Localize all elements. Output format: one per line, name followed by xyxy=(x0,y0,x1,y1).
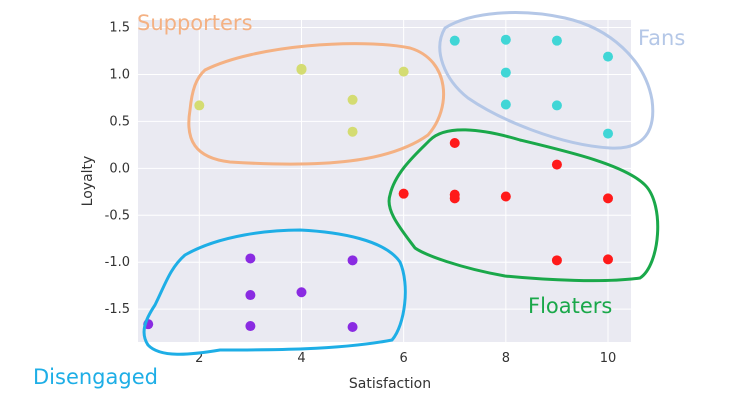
disengaged-outline xyxy=(142,228,407,356)
fans-point xyxy=(500,99,511,110)
disengaged-point xyxy=(245,321,256,332)
fans-point xyxy=(449,35,460,46)
floaters-outline xyxy=(387,128,660,283)
y-tick-label: 1.5 xyxy=(109,21,130,36)
y-tick-label: 0.5 xyxy=(109,114,130,129)
y-tick-labels: -1.5 -1.0 -0.5 0.0 0.5 1.0 1.5 xyxy=(105,21,130,318)
disengaged-point xyxy=(296,287,307,298)
y-axis-title: Loyalty xyxy=(80,156,96,207)
plot-background xyxy=(138,20,631,342)
floaters-point xyxy=(449,193,460,204)
fans-outline xyxy=(438,11,655,150)
supporters-outline xyxy=(187,42,446,166)
disengaged-point xyxy=(347,321,358,332)
supporters-point xyxy=(347,126,358,137)
y-tick-label: -0.5 xyxy=(105,208,130,223)
fans-point xyxy=(551,100,562,111)
floaters-point xyxy=(603,193,614,204)
supporters-point xyxy=(398,66,409,77)
x-tick-labels: 2 4 6 8 10 xyxy=(195,351,616,366)
y-tick-label: 1.0 xyxy=(109,67,130,82)
supporters-point xyxy=(296,63,307,74)
fans-point xyxy=(551,35,562,46)
y-tick-label: -1.0 xyxy=(105,255,130,270)
floaters-point xyxy=(603,254,614,265)
floaters-point xyxy=(551,159,562,170)
floaters-point xyxy=(398,188,409,199)
x-tick-label: 4 xyxy=(297,351,305,366)
disengaged-label: Disengaged xyxy=(33,365,158,389)
x-tick-label: 8 xyxy=(502,351,510,366)
disengaged-point xyxy=(245,290,256,301)
fans-point xyxy=(500,67,511,78)
disengaged-point xyxy=(245,253,256,264)
floaters-point xyxy=(449,137,460,148)
y-tick-label: 0.0 xyxy=(109,161,130,176)
x-tick-label: 6 xyxy=(400,351,408,366)
supporters-label: Supporters xyxy=(137,11,253,35)
supporters-point xyxy=(347,94,358,105)
data-points xyxy=(143,34,614,332)
supporters-point xyxy=(194,100,205,111)
floaters-point xyxy=(500,191,511,202)
fans-point xyxy=(603,51,614,62)
fans-point xyxy=(500,34,511,45)
x-axis-title: Satisfaction xyxy=(349,376,431,392)
floaters-label: Floaters xyxy=(528,294,612,318)
fans-point xyxy=(603,128,614,139)
disengaged-point xyxy=(347,255,358,266)
x-tick-label: 10 xyxy=(600,351,617,366)
fans-label: Fans xyxy=(638,26,685,50)
x-tick-label: 2 xyxy=(195,351,203,366)
floaters-point xyxy=(551,255,562,266)
y-tick-label: -1.5 xyxy=(105,302,130,317)
